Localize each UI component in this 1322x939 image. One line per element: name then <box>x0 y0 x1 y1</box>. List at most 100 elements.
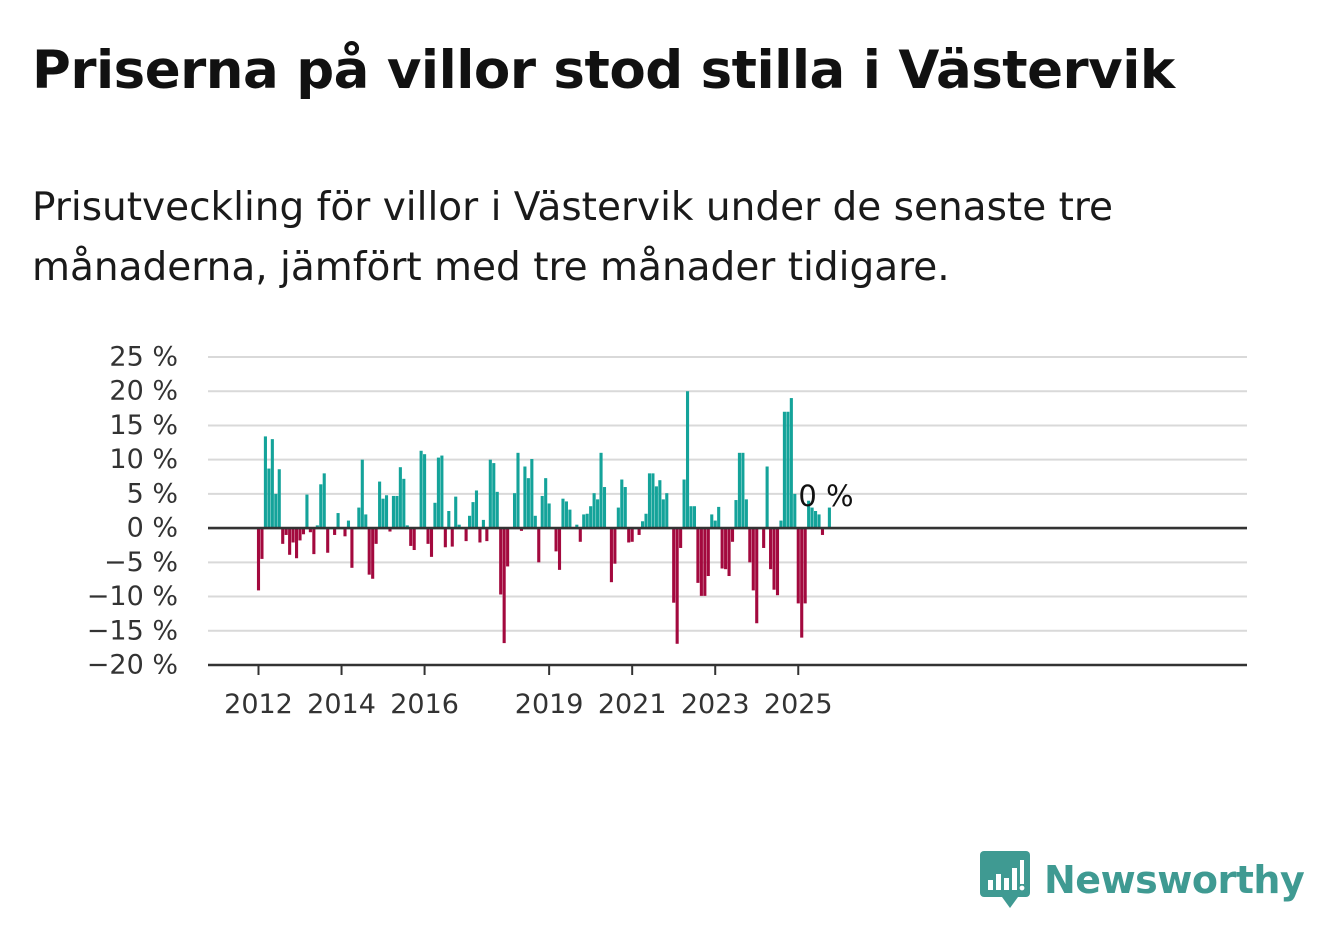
bar <box>568 509 572 529</box>
newsworthy-bar-chart-speech-bubble-icon <box>980 851 1030 908</box>
y-tick-label: −20 % <box>87 650 178 681</box>
bar <box>775 528 780 596</box>
bar <box>696 528 700 583</box>
bar <box>540 495 544 529</box>
bar <box>533 515 537 529</box>
bar <box>599 452 603 529</box>
bar <box>765 466 769 529</box>
x-tick-label: 2016 <box>390 689 459 720</box>
bar <box>357 507 361 529</box>
x-tick-label: 2021 <box>598 689 667 720</box>
bar <box>350 528 354 568</box>
bar <box>782 411 786 529</box>
bar <box>651 473 655 529</box>
bar <box>623 487 627 529</box>
bar <box>814 511 818 529</box>
bar <box>741 452 745 529</box>
x-tick-label: 2025 <box>764 689 833 720</box>
bar <box>817 514 821 529</box>
bar <box>530 458 534 529</box>
bar <box>336 513 340 529</box>
bar <box>526 478 530 529</box>
y-tick-label: 10 % <box>109 444 178 475</box>
bar <box>582 514 586 529</box>
bar <box>308 528 312 533</box>
bar <box>298 528 302 541</box>
bar <box>288 528 292 555</box>
bar <box>672 528 676 603</box>
bar <box>609 528 613 583</box>
bar <box>578 528 582 542</box>
bar <box>661 499 665 529</box>
bar <box>485 528 489 542</box>
bar <box>471 502 475 529</box>
x-axis-labels: 2012 2014 2016 2019 2021 2023 2025 <box>224 689 832 720</box>
bar <box>706 528 710 577</box>
bar <box>730 528 735 542</box>
bar <box>326 528 330 553</box>
bar <box>260 528 264 559</box>
bar <box>270 439 274 529</box>
bar <box>803 528 807 604</box>
bar <box>703 528 707 596</box>
x-tick-label: 2012 <box>224 689 293 720</box>
bar <box>450 528 454 547</box>
bar <box>457 524 461 529</box>
bar <box>720 528 724 569</box>
bar <box>281 528 285 544</box>
bar <box>478 528 482 543</box>
bar <box>495 491 499 529</box>
brand-name: Newsworthy <box>1044 858 1305 902</box>
bar <box>274 493 278 529</box>
bar <box>564 501 568 529</box>
y-axis-labels: 25 %20 %15 %10 %5 % 0 %−5 %−10 %−15 % −20 … <box>87 342 178 681</box>
bar <box>724 528 728 570</box>
axes <box>208 526 1247 675</box>
bar <box>291 528 295 543</box>
bar <box>447 511 451 529</box>
bar <box>547 503 551 529</box>
bar <box>468 515 472 529</box>
bar <box>762 528 766 548</box>
bar <box>685 391 690 529</box>
bar <box>630 528 634 542</box>
bar <box>751 528 755 591</box>
bar <box>295 528 299 559</box>
bar <box>557 528 562 570</box>
bar <box>585 513 589 529</box>
bar <box>405 525 409 529</box>
y-tick-label: 25 % <box>109 342 178 373</box>
bar <box>800 528 804 638</box>
bar <box>589 506 593 529</box>
bar <box>277 469 281 529</box>
bar <box>827 507 831 529</box>
brand-logo: Newsworthy <box>980 850 1305 910</box>
bar <box>537 528 541 563</box>
bar <box>343 528 347 537</box>
bar <box>395 495 399 529</box>
bar <box>523 466 527 529</box>
bar <box>689 506 693 529</box>
y-tick-label: −15 % <box>87 615 178 646</box>
bars <box>256 391 831 644</box>
bar <box>796 528 800 604</box>
bar <box>419 450 423 529</box>
bar <box>474 490 479 529</box>
bar <box>734 500 738 529</box>
bar <box>699 528 703 596</box>
bar <box>443 528 447 548</box>
bar <box>412 528 416 551</box>
bar <box>436 457 440 529</box>
bar <box>682 479 686 529</box>
y-tick-label: −5 % <box>104 547 178 578</box>
bar <box>744 499 748 529</box>
bar <box>333 528 337 535</box>
bar <box>488 459 492 529</box>
bar <box>710 514 714 529</box>
bar <box>658 480 662 529</box>
y-tick-label: 5 % <box>127 478 178 509</box>
bar <box>793 493 797 529</box>
bar <box>402 478 406 529</box>
bar <box>426 528 430 544</box>
bar <box>360 459 364 529</box>
